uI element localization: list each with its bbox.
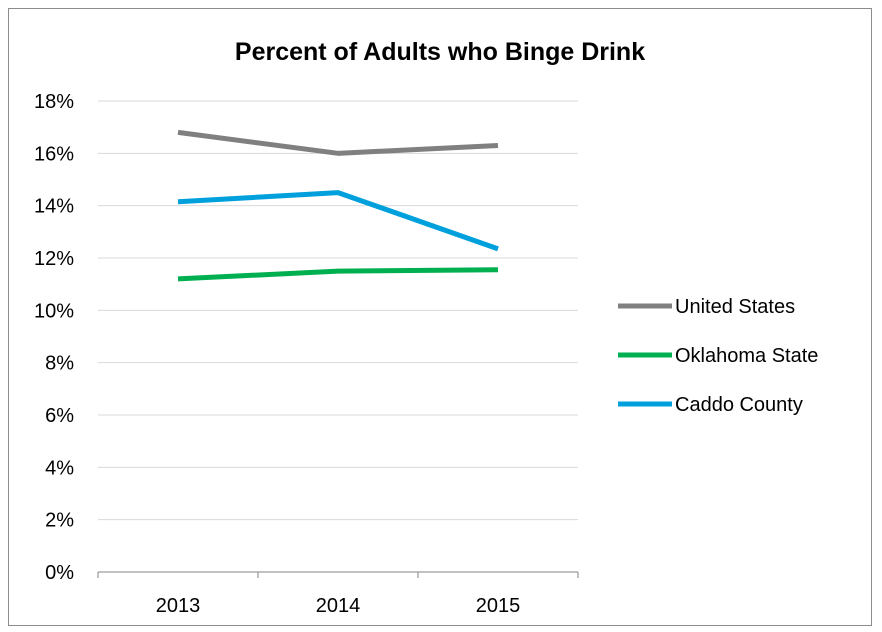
gridlines [98,100,578,521]
x-tick-label: 2013 [156,595,201,617]
chart-frame [8,8,872,626]
x-axis-tick-labels: 2013 2014 2015 [156,595,521,617]
y-tick-label: 6% [45,405,74,427]
series-lines [177,129,499,282]
x-tick-label: 2015 [476,595,521,617]
y-tick-label: 10% [34,300,74,322]
y-tick-label: 0% [45,562,74,584]
series-line-oklahoma-state [177,267,499,282]
axes [97,571,579,578]
legend-label-oklahoma-state: Oklahoma State [675,345,818,367]
y-axis-tick-labels: 0% 2% 4% 6% 8% 10% 12% 14% 16% 18% [34,91,74,584]
legend-label-united-states: United States [675,296,795,318]
y-tick-label: 4% [45,457,74,479]
y-tick-label: 14% [34,196,74,218]
chart-title: Percent of Adults who Binge Drink [235,38,645,66]
legend: United States Oklahoma State Caddo County [618,296,818,416]
series-line-united-states [177,129,499,156]
x-tick-label: 2014 [316,595,361,617]
y-tick-label: 12% [34,248,74,270]
legend-label-caddo-county: Caddo County [675,394,803,416]
series-line-caddo-county [177,190,499,252]
y-tick-label: 18% [34,91,74,113]
y-tick-label: 16% [34,143,74,165]
y-tick-label: 8% [45,353,74,375]
y-tick-label: 2% [45,510,74,532]
